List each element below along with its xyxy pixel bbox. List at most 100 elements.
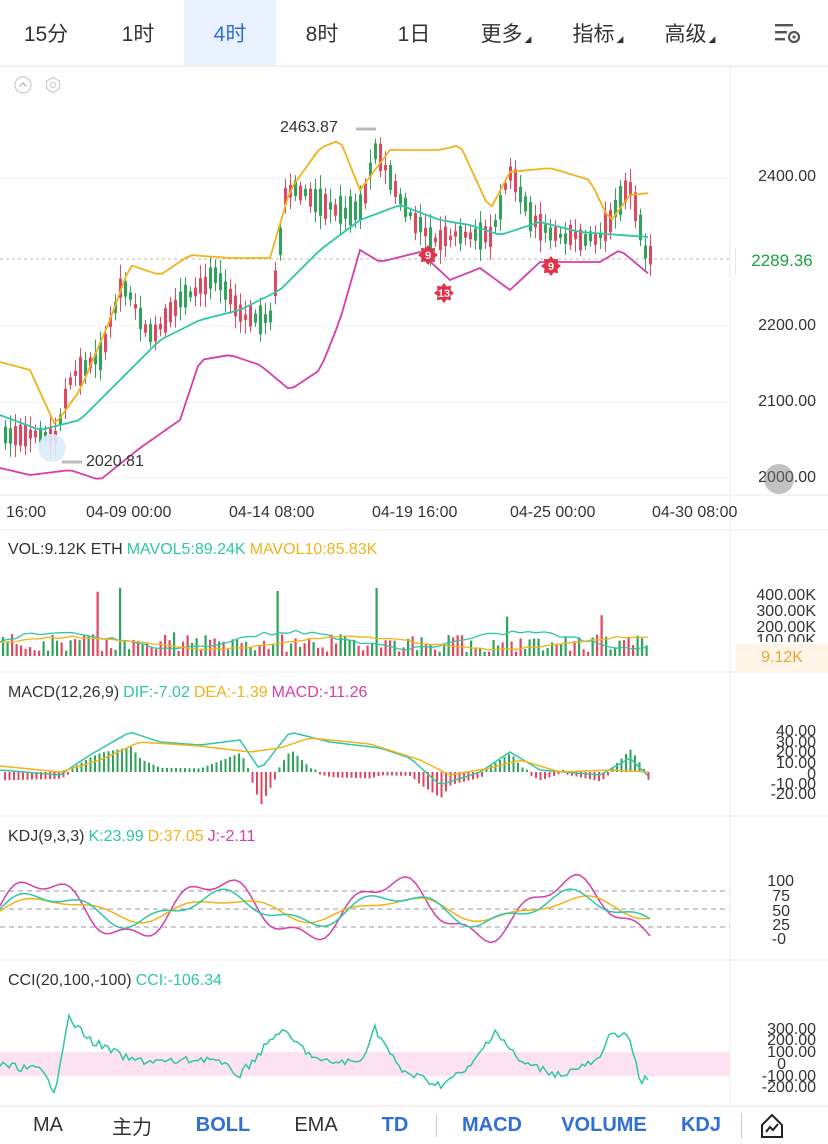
volume-bar (47, 650, 50, 656)
y-tick-label: 30.00 (775, 734, 816, 751)
x-tick-label: 04-19 16:00 (372, 504, 458, 521)
candle-body (354, 201, 357, 220)
x-tick-label: 16:00 (6, 504, 47, 521)
macd-bar (355, 772, 357, 778)
volume-bar (182, 641, 185, 656)
candle-body (449, 235, 452, 241)
volume-bar (56, 640, 59, 656)
y-tick-label: 300.00K (756, 603, 816, 620)
candle-body (4, 426, 7, 444)
candle-body (419, 216, 422, 233)
volume-bar (272, 643, 275, 656)
tab-1d[interactable]: 1日 (397, 23, 431, 46)
macd-bar (359, 772, 362, 779)
candle-body (99, 342, 102, 371)
tab-4h[interactable]: 4时 (184, 0, 276, 66)
volume-bar (240, 642, 243, 656)
candle-body (499, 195, 502, 220)
volume-bar (101, 650, 104, 656)
volume-bar (245, 641, 248, 656)
y-tick-label: 25 (772, 917, 790, 934)
candle-body (359, 194, 362, 220)
macd-bar (476, 772, 479, 779)
candle-body (159, 323, 162, 330)
kline-chart-canvas[interactable]: 9 13 9 (0, 0, 828, 1106)
candle-body (174, 299, 177, 317)
candle-body (569, 224, 572, 246)
y-tick-label: -10.00 (770, 776, 816, 793)
macd-bar (188, 768, 191, 772)
macd-bar (418, 772, 420, 784)
macd-bar (643, 768, 645, 772)
macd-bar (80, 762, 83, 772)
volume-bar (339, 634, 342, 656)
volume-legend: VOL:9.12K ETH MAVOL5:89.24K MAVOL10:85.83K (8, 541, 378, 558)
tab-more[interactable]: 更多 ◢ (480, 23, 532, 46)
candle-body (34, 430, 37, 438)
macd-bar (526, 769, 528, 772)
volume-bar (191, 642, 194, 656)
macd-bar (364, 772, 366, 779)
macd-bar (125, 747, 128, 772)
candle-body (504, 183, 507, 190)
macd-bar (62, 772, 65, 778)
macd-bar (206, 765, 209, 772)
macd-bar (409, 772, 411, 776)
volume-bar (425, 643, 428, 656)
indicator-settings-icon[interactable] (44, 76, 62, 94)
macd-bar (368, 772, 371, 779)
candle-body (164, 308, 167, 333)
candle-body (59, 414, 62, 425)
tab-kdj[interactable]: KDJ (680, 1114, 721, 1136)
tab-15min[interactable]: 15分 (23, 23, 69, 46)
tab-volume[interactable]: VOLUME (561, 1114, 647, 1136)
tab-8h[interactable]: 8时 (305, 23, 339, 46)
scroll-handle[interactable] (764, 464, 794, 494)
tab-ema[interactable]: EMA (294, 1114, 338, 1136)
macd-bar (296, 755, 299, 772)
volume-bar (281, 634, 284, 656)
macd-bar (157, 766, 159, 772)
candle-body (619, 186, 622, 216)
collapse-up-icon[interactable] (14, 76, 32, 94)
tab-ma[interactable]: MA (33, 1114, 63, 1136)
macd-bar (103, 752, 105, 772)
tab-advanced[interactable]: 高级 ◢ (664, 23, 716, 46)
candle-body (189, 291, 192, 298)
y-tick-label: 100 (767, 873, 794, 890)
candle-body (439, 230, 442, 251)
candle-body (644, 245, 647, 259)
volume-bar (173, 632, 176, 656)
candle-body (134, 304, 137, 309)
candle-body (469, 232, 472, 240)
volume-bar (254, 650, 257, 656)
volume-bar (429, 644, 432, 656)
candle-body (509, 166, 512, 181)
volume-bar (641, 638, 644, 656)
candle-body (269, 310, 272, 323)
drawing-tool-icon[interactable] (741, 1112, 802, 1139)
candle-body (244, 314, 247, 320)
macd-bar (346, 772, 348, 778)
volume-bar (587, 651, 590, 656)
tab-indicators[interactable]: 指标 ◢ (572, 23, 624, 46)
tab-td[interactable]: TD (354, 1114, 437, 1137)
tab-main-force[interactable]: 主力 (112, 1117, 152, 1139)
chart-settings-icon[interactable] (770, 16, 804, 50)
candle-body (584, 234, 587, 246)
macd-bar (107, 751, 110, 772)
tab-1h[interactable]: 1时 (121, 23, 155, 46)
macd-bar (431, 772, 434, 793)
volume-bar (524, 648, 527, 656)
candle-body (429, 227, 432, 254)
macd-bar (274, 772, 276, 780)
tab-macd[interactable]: MACD (462, 1114, 522, 1136)
volume-bar (542, 650, 545, 656)
volume-bar (38, 650, 41, 656)
macd-bar (89, 757, 92, 772)
volume-bar (519, 638, 522, 656)
macd-bar (454, 772, 456, 784)
candle-body (544, 224, 547, 233)
tab-boll[interactable]: BOLL (195, 1114, 251, 1136)
macd-bar (571, 772, 573, 776)
